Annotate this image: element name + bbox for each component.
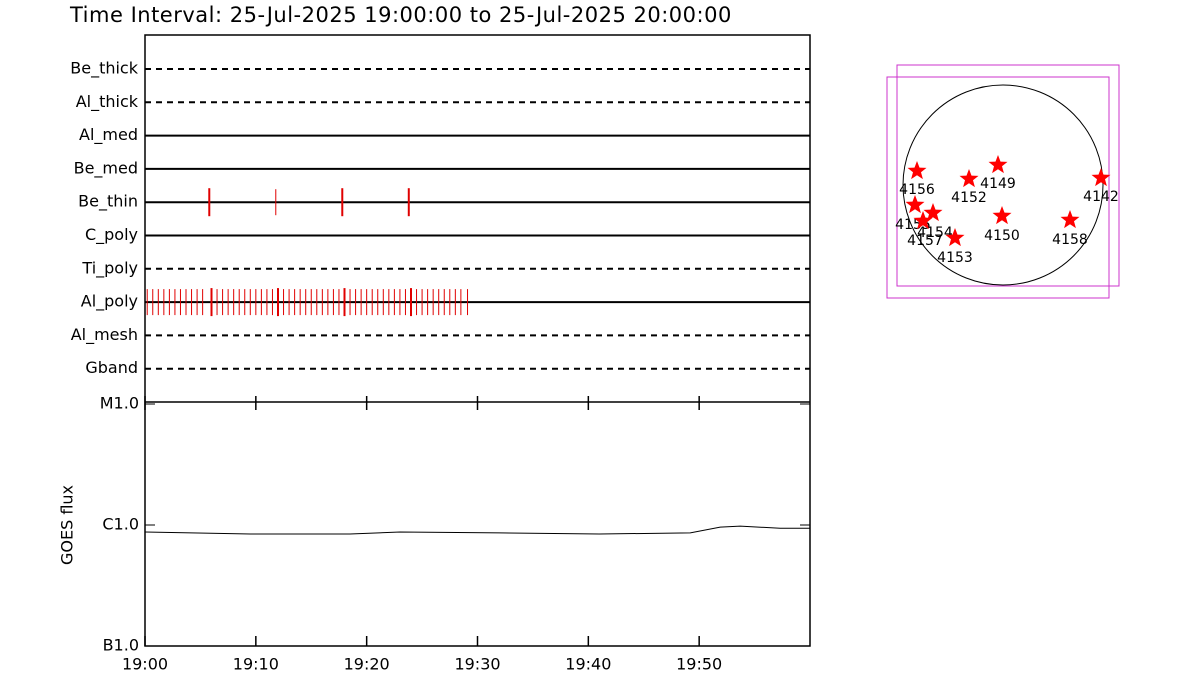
region-label: 4150	[984, 228, 1020, 244]
filter-label: Al_thick	[76, 92, 139, 112]
x-tick-label: 19:00	[122, 655, 168, 674]
region-star	[988, 155, 1008, 174]
region-star	[907, 161, 927, 180]
filter-label: Be_thin	[78, 192, 138, 212]
region-label: 4153	[937, 250, 973, 266]
goes-curve	[144, 525, 810, 535]
y-tick-label: C1.0	[102, 515, 139, 534]
region-star	[959, 169, 979, 188]
solar-disk	[902, 84, 1104, 286]
region-star	[1060, 210, 1080, 229]
region-label: 4142	[1083, 189, 1119, 205]
filter-label: Be_thick	[70, 59, 138, 79]
y-tick-label: B1.0	[103, 636, 139, 655]
region-label: 4152	[951, 190, 987, 206]
filter-label: Al_poly	[81, 292, 138, 312]
region-label: 4156	[899, 182, 935, 198]
filter-label: Al_med	[79, 125, 138, 145]
x-tick-label: 19:10	[233, 655, 279, 674]
fov-box	[886, 76, 1110, 299]
x-tick-label: 19:30	[454, 655, 500, 674]
filter-label: C_poly	[85, 225, 138, 245]
region-star	[1091, 168, 1111, 187]
region-star	[923, 203, 943, 222]
filter-label: Ti_poly	[81, 258, 138, 278]
plot-frame	[144, 34, 811, 647]
filter-label: Gband	[85, 358, 138, 377]
region-label: 4154	[917, 225, 953, 241]
x-tick-label: 19:50	[676, 655, 722, 674]
y-axis-label: GOES flux	[58, 485, 77, 565]
x-tick-label: 19:20	[344, 655, 390, 674]
region-star	[992, 206, 1012, 225]
region-star	[913, 211, 933, 230]
filter-label: Al_mesh	[71, 325, 138, 345]
region-label: 4157	[907, 233, 943, 249]
fov-box	[896, 64, 1120, 287]
region-label: 4158	[1052, 232, 1088, 248]
region-star	[945, 228, 965, 247]
x-tick-label: 19:40	[565, 655, 611, 674]
region-label: 4149	[980, 176, 1016, 192]
y-tick-label: M1.0	[100, 394, 139, 413]
title: Time Interval: 25-Jul-2025 19:00:00 to 2…	[69, 3, 732, 27]
filter-label: Be_med	[74, 158, 138, 178]
region-star	[905, 195, 925, 214]
